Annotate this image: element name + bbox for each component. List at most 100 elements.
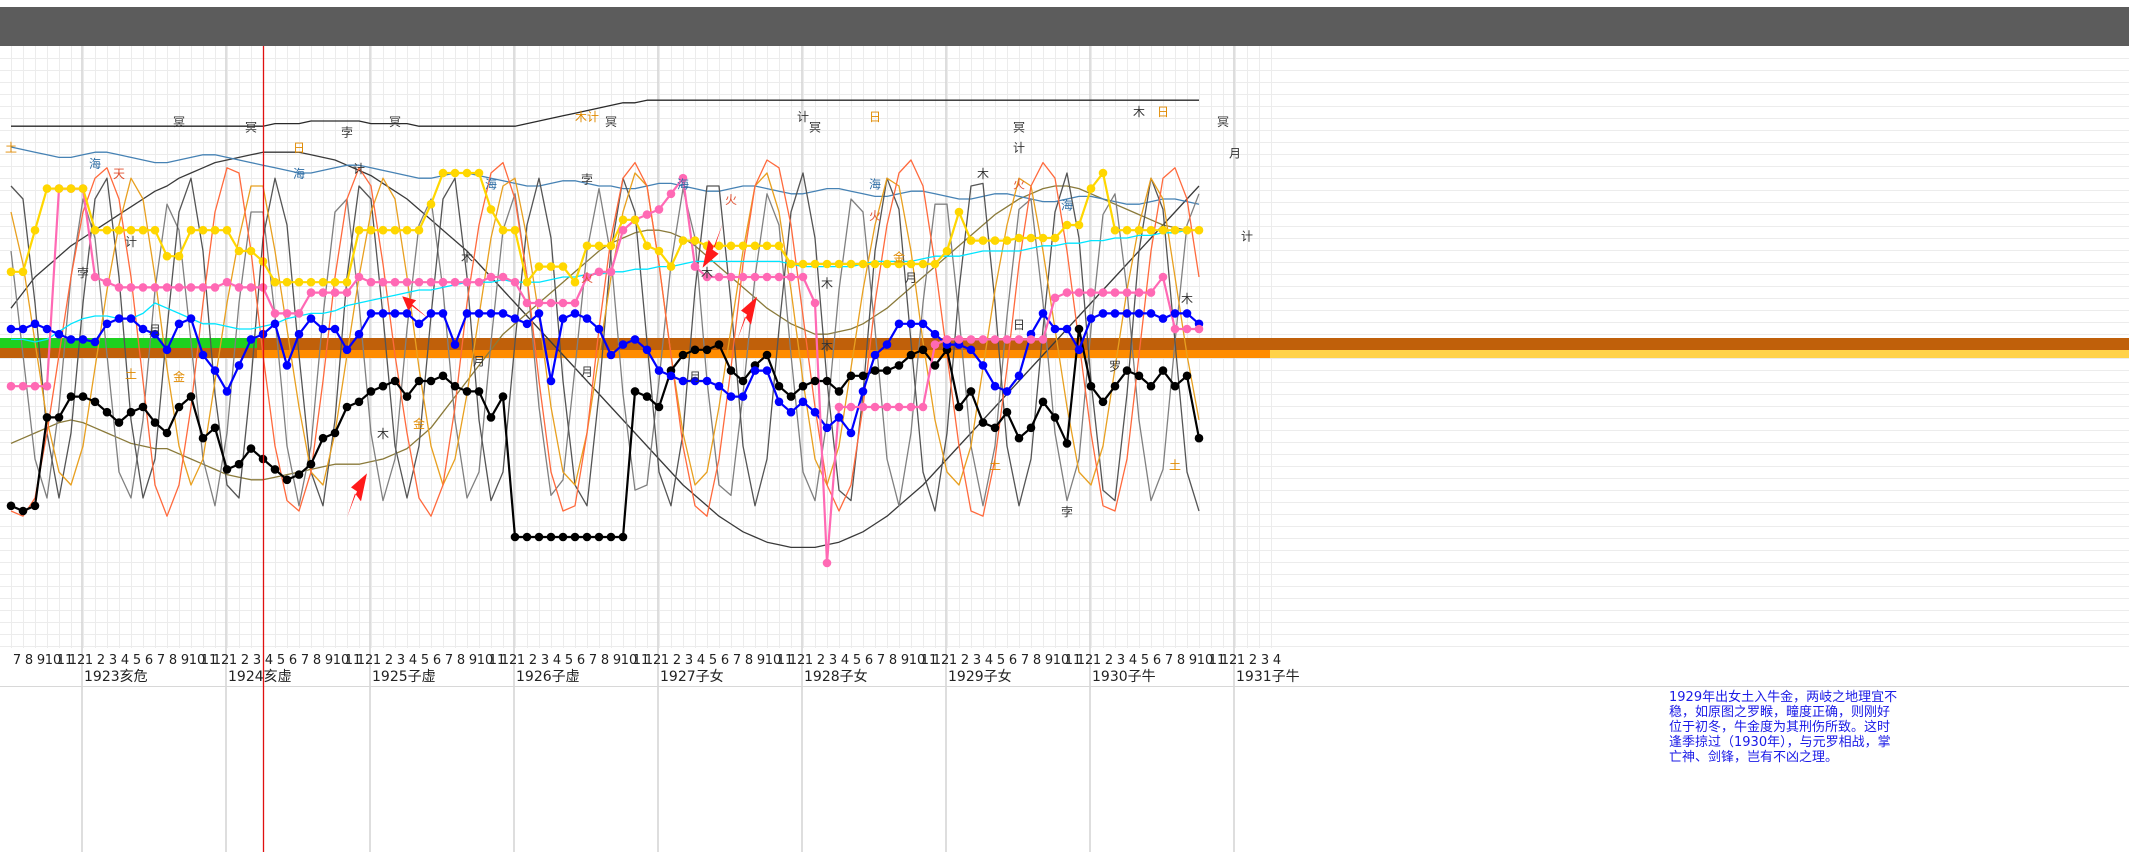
data-point [1194, 225, 1204, 235]
data-point [762, 241, 772, 251]
month-tick: 3 [397, 653, 405, 668]
data-point [1038, 335, 1048, 344]
data-point [870, 366, 880, 375]
data-point [174, 283, 184, 292]
data-point [438, 168, 448, 178]
data-point [1122, 309, 1132, 318]
planet-label: 木 [821, 276, 833, 290]
data-point [474, 387, 484, 396]
data-point [198, 433, 208, 443]
month-tick: 10 [1053, 653, 1070, 668]
data-point [498, 309, 508, 318]
data-point [810, 259, 820, 269]
planet-label: 天 [113, 167, 125, 181]
data-point [462, 168, 472, 178]
data-point [690, 345, 700, 355]
data-point [270, 465, 280, 474]
data-point [42, 413, 52, 422]
planet-label: 金 [173, 369, 185, 384]
data-point [570, 532, 580, 542]
month-tick: 2 [961, 653, 969, 668]
data-point [306, 314, 316, 323]
planet-label: 火 [725, 193, 737, 207]
data-point [30, 381, 40, 391]
data-point [894, 402, 904, 412]
data-point [642, 210, 652, 219]
month-tick: 10 [477, 653, 494, 668]
data-point [1086, 184, 1096, 193]
data-point [18, 381, 28, 391]
data-point [1062, 220, 1072, 230]
data-point [234, 283, 244, 292]
data-point [102, 225, 112, 235]
data-point [630, 215, 640, 225]
month-tick: 4 [1273, 653, 1281, 668]
data-point [834, 413, 844, 422]
month-tick: 3 [685, 653, 693, 668]
data-point [666, 262, 676, 271]
data-point [966, 236, 976, 245]
month-tick: 6 [721, 653, 729, 668]
data-point [414, 376, 424, 386]
data-point [1146, 381, 1156, 391]
data-point [930, 259, 940, 269]
data-point [246, 246, 256, 256]
data-point [1038, 309, 1048, 318]
data-point [666, 371, 676, 381]
data-point [1182, 309, 1192, 318]
data-point [282, 309, 292, 318]
month-tick: 9 [613, 653, 621, 668]
data-point [714, 340, 724, 349]
data-point [882, 366, 892, 375]
data-point [546, 298, 556, 308]
series-line [11, 171, 1199, 284]
data-point [426, 277, 436, 287]
planet-label: 海 [485, 177, 497, 192]
data-point [210, 283, 220, 292]
data-point [1050, 293, 1060, 303]
data-point [414, 225, 424, 235]
data-point [294, 309, 304, 318]
data-point [570, 277, 580, 287]
data-point [966, 335, 976, 344]
month-tick: 8 [25, 653, 33, 668]
data-point [1026, 233, 1036, 243]
data-point [498, 392, 508, 401]
data-point [246, 335, 256, 344]
data-point [222, 277, 232, 287]
data-point [1014, 433, 1024, 443]
data-point [942, 335, 952, 344]
data-point [1110, 309, 1120, 318]
data-point [198, 225, 208, 235]
data-point [762, 350, 772, 360]
data-point [690, 376, 700, 386]
data-point [114, 283, 124, 292]
data-point [606, 350, 616, 360]
data-point [714, 241, 724, 251]
month-tick: 4 [985, 653, 993, 668]
data-point [822, 558, 832, 568]
data-point [798, 259, 808, 269]
planet-label: 冥 [389, 115, 401, 129]
data-point [210, 423, 220, 433]
data-point [954, 207, 964, 217]
planet-label: 火 [1013, 178, 1025, 192]
data-point [126, 225, 136, 235]
top-strip [0, 0, 2129, 7]
planet-label: 月 [581, 365, 593, 379]
red-arrow [702, 223, 723, 268]
month-tick: 1 [805, 653, 813, 668]
month-tick: 6 [433, 653, 441, 668]
data-point [1062, 439, 1072, 448]
data-point [450, 168, 460, 178]
data-point [342, 288, 352, 297]
month-tick: 2 [97, 653, 105, 668]
title-bar [0, 7, 2129, 46]
data-point [402, 392, 412, 401]
month-tick: 9 [1189, 653, 1197, 668]
planet-label: 计 [353, 162, 365, 176]
planet-label: 孛 [581, 172, 593, 186]
data-point [594, 267, 604, 277]
year-label: 1930子牛 [1092, 669, 1156, 685]
planet-label: 金 [893, 249, 905, 264]
